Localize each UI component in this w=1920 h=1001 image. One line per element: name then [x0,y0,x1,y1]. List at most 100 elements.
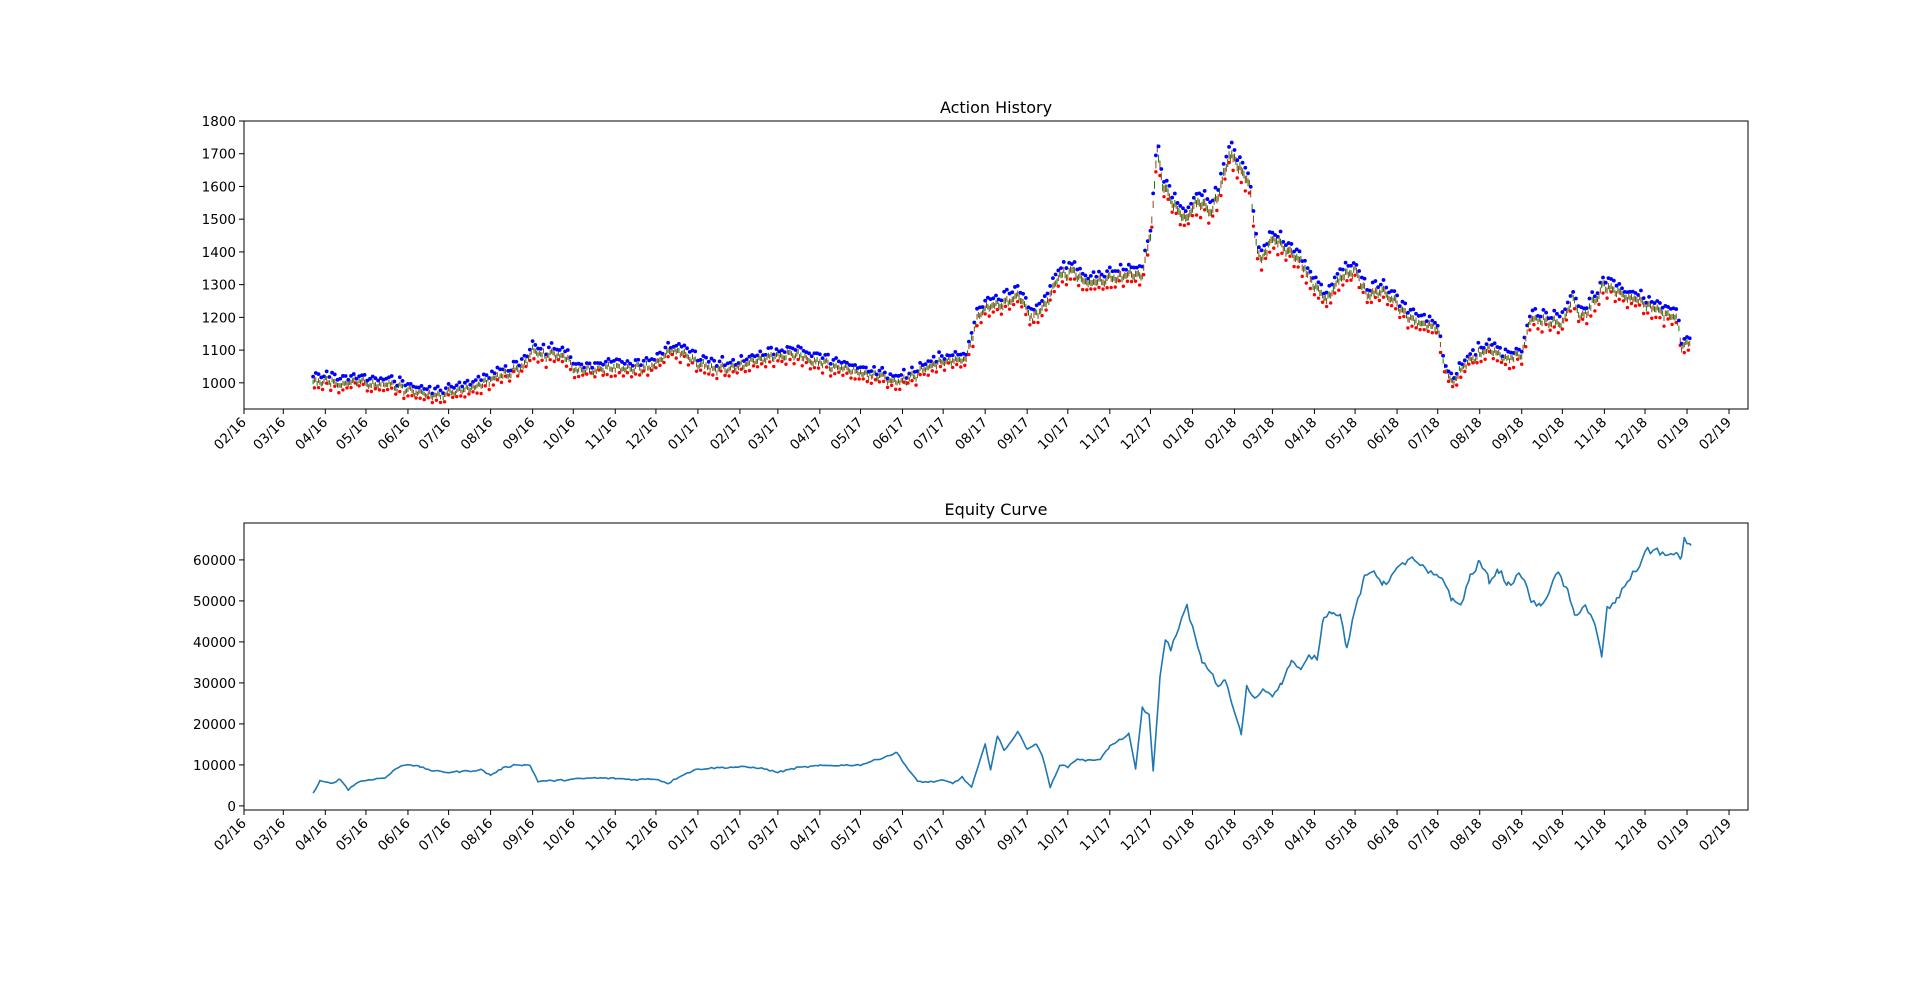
sell-marker [419,383,424,388]
x-tick-label: 07/16 [416,816,455,855]
buy-marker [1076,283,1081,288]
buy-marker [906,381,910,385]
sell-marker [341,374,345,378]
sell-marker [603,359,608,364]
buy-marker [735,371,739,375]
buy-marker [1650,316,1654,320]
x-tick-label: 05/16 [333,816,372,855]
x-tick-label: 08/18 [1447,816,1486,855]
buy-marker [690,361,695,365]
sell-marker [828,361,833,366]
sell-marker [1373,279,1378,283]
sell-marker [617,357,622,362]
sell-marker [1240,160,1245,165]
sell-marker [425,387,429,392]
buy-marker [516,374,520,378]
buy-marker [1459,375,1463,379]
buy-marker [1109,285,1113,290]
buy-marker [1011,302,1016,307]
buy-marker [1552,325,1556,329]
buy-marker [1597,302,1601,307]
sell-marker [798,345,803,350]
buy-marker [1219,193,1223,198]
buy-marker [1154,170,1158,174]
buy-marker [1060,280,1065,284]
sell-marker [1051,276,1055,281]
buy-marker [495,378,500,382]
buy-marker [743,369,748,374]
sell-marker [1378,282,1383,287]
sell-marker [644,356,649,360]
sell-marker [1105,269,1110,274]
buy-marker [946,361,951,365]
buy-marker [1674,320,1678,325]
buy-marker [910,379,914,383]
sell-marker [1422,312,1427,317]
plot-area: 1000 1100 1200 1300 1400 1500 1600 1700 1800 02/1… [202,114,1749,454]
buy-marker [1020,305,1024,309]
sell-marker [1213,185,1218,190]
sell-marker [1118,262,1123,267]
y-tick-label: 30000 [193,676,236,692]
buy-marker [1410,324,1414,328]
buy-marker [776,359,780,363]
x-tick-label: 06/18 [1364,415,1403,454]
buy-marker [329,388,333,393]
sell-marker [1189,201,1194,206]
sell-marker [1186,205,1191,210]
sell-marker [1435,323,1440,328]
sell-marker [1080,271,1085,276]
sell-marker [579,362,584,367]
buy-marker [1475,361,1479,365]
sell-marker [782,350,787,355]
buy-marker [373,387,378,391]
x-tick-label: 04/17 [787,816,826,855]
x-tick-label: 04/16 [292,816,331,855]
buy-marker [914,383,918,387]
sell-marker [663,345,668,350]
sell-marker [910,365,914,370]
sell-marker [1254,231,1259,236]
buy-marker [1198,215,1203,220]
sell-marker [1219,171,1223,176]
sell-marker [956,352,960,357]
buy-marker [540,358,544,362]
buy-marker [1032,320,1036,325]
sell-marker [1107,265,1112,270]
sell-marker [1088,273,1093,278]
sell-marker [1167,183,1172,188]
sell-marker [1517,347,1521,352]
sell-marker [492,371,497,376]
buy-marker [572,375,577,380]
sell-marker [1603,280,1608,285]
buy-marker [361,382,365,387]
sell-marker [1438,334,1443,339]
sell-marker [1652,301,1657,305]
x-tick-label: 08/18 [1447,415,1486,454]
sell-marker [1319,282,1324,287]
sell-marker [1555,311,1559,316]
buy-marker [658,363,662,368]
buy-marker [1276,252,1280,257]
sell-marker [332,372,337,377]
sell-marker [1443,364,1448,368]
x-tick-label: 07/17 [910,816,949,855]
sell-marker [587,361,592,366]
sell-marker [1614,283,1619,288]
buy-marker [1215,208,1219,213]
sell-marker [1674,307,1679,311]
sell-marker [950,353,955,358]
sell-marker [590,365,595,370]
sell-marker [1427,314,1432,319]
sell-marker [408,382,413,386]
sell-marker [1208,200,1212,205]
buy-marker [955,362,959,367]
sell-marker [533,343,538,347]
y-tick-label: 60000 [193,553,236,569]
buy-marker [682,354,687,359]
buy-marker [1361,290,1365,295]
buy-marker [991,310,995,314]
buy-marker [1028,323,1032,327]
sell-marker [471,380,475,384]
sell-marker [874,372,879,377]
